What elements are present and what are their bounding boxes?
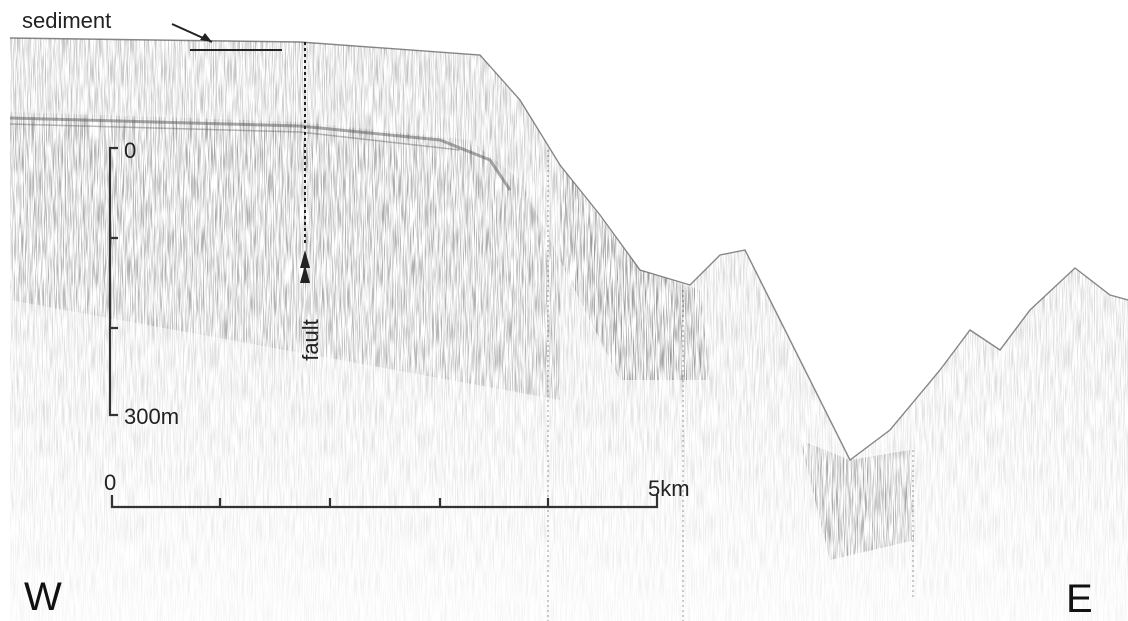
west-label: W: [24, 575, 62, 619]
distance-start-label: 0: [104, 470, 116, 495]
east-label: E: [1066, 577, 1093, 621]
distance-end-label: 5km: [648, 476, 690, 501]
fault-label: fault: [298, 319, 323, 361]
seismic-profile: sediment fault 0 300m 0 5km W E: [0, 0, 1128, 621]
reflection-texture: [10, 38, 1128, 621]
depth-top-label: 0: [124, 138, 136, 163]
sediment-label: sediment: [22, 8, 111, 33]
depth-bottom-label: 300m: [124, 404, 179, 429]
